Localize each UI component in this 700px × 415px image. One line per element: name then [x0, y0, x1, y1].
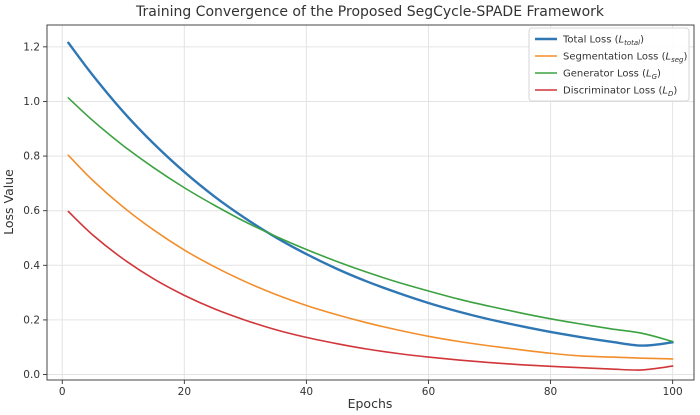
x-tick-label: 60 [422, 386, 435, 398]
y-tick-label: 0.2 [23, 314, 40, 326]
series-line [67, 210, 674, 371]
x-tick-label: 0 [59, 386, 66, 398]
x-tick-label: 20 [178, 386, 191, 398]
series-line [67, 41, 674, 347]
y-tick-label: 0.8 [23, 151, 40, 163]
y-axis-label: Loss Value [1, 169, 16, 235]
legend-box [528, 27, 690, 102]
series-line [67, 154, 674, 360]
x-axis-label: Epochs [348, 396, 393, 411]
y-tick-label: 0.0 [23, 369, 40, 381]
legend: Total Loss (Ltotal) Segmentation Loss (Ls… [528, 27, 690, 102]
series-lines [67, 41, 674, 371]
legend-label: Generator Loss (LG) [563, 69, 661, 82]
y-tick-label: 1.0 [23, 96, 40, 108]
y-tick-label: 0.6 [23, 205, 40, 217]
legend-label: Total Loss (Ltotal) [562, 35, 644, 48]
x-tick-label: 100 [663, 386, 683, 398]
legend-label: Segmentation Loss (Lseg) [563, 52, 687, 65]
x-tick-label: 40 [300, 386, 313, 398]
y-tick-label: 0.4 [23, 260, 40, 272]
axis-ticks: 0 20 40 60 80 100 0.0 0.2 0.4 0.6 0.8 1.0 1.2 [23, 41, 682, 398]
legend-label: Discriminator Loss (LD) [563, 86, 677, 99]
y-tick-label: 1.2 [23, 41, 40, 53]
chart-title: Training Convergence of the Proposed Seg… [135, 4, 605, 20]
series-line [67, 97, 674, 343]
x-tick-label: 80 [544, 386, 557, 398]
plot-frame [46, 24, 695, 381]
